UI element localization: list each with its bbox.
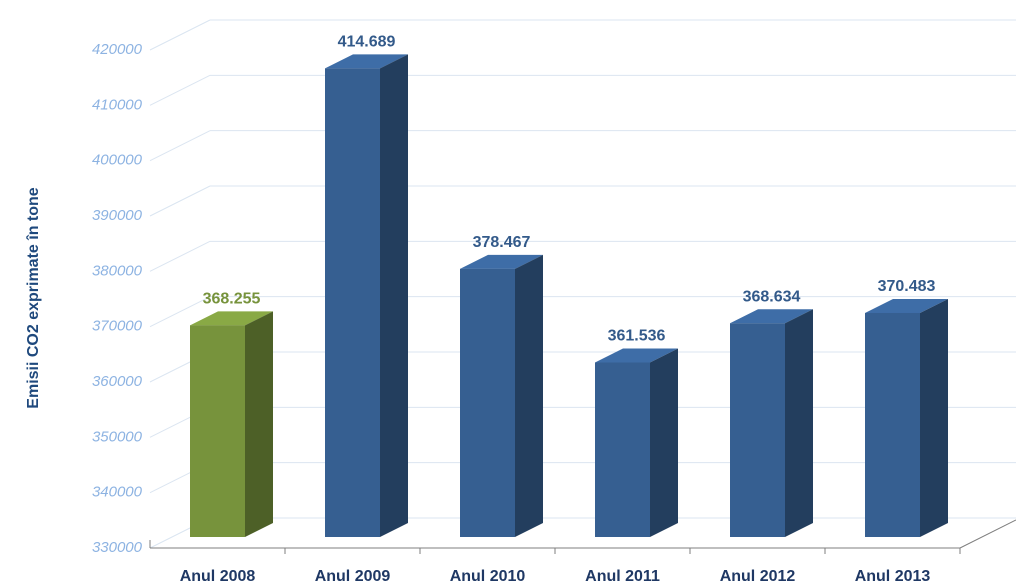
y-tick-label: 370000 <box>92 318 143 335</box>
x-tick-label: Anul 2008 <box>180 568 256 585</box>
y-tick-label: 400000 <box>92 152 143 169</box>
bar <box>865 312 920 537</box>
y-tick-label: 360000 <box>92 373 143 390</box>
bar-side <box>245 311 273 537</box>
bar <box>325 68 380 537</box>
bar-side <box>785 309 813 537</box>
grid-line <box>149 19 211 51</box>
x-tick-label: Anul 2009 <box>315 568 391 585</box>
x-tick-label: Anul 2010 <box>450 568 526 585</box>
grid-line <box>149 130 211 162</box>
y-tick-label: 350000 <box>92 428 143 445</box>
y-tick-label: 410000 <box>92 96 143 113</box>
grid-line <box>149 185 211 217</box>
bar <box>730 323 785 537</box>
bar-top <box>595 348 678 363</box>
bar-top <box>460 254 543 269</box>
bar-side <box>515 254 543 538</box>
bar <box>595 362 650 537</box>
bar-top <box>865 298 948 313</box>
bar <box>190 325 245 537</box>
grid-line <box>149 240 211 272</box>
y-tick-label: 420000 <box>92 41 143 58</box>
bar-top <box>190 311 273 326</box>
grid-line <box>149 296 211 328</box>
y-tick-label: 330000 <box>92 539 143 556</box>
bar-side <box>380 54 408 537</box>
grid-line <box>149 74 211 106</box>
x-tick-label: Anul 2011 <box>585 568 660 585</box>
y-tick-label: 390000 <box>92 207 143 224</box>
axis-line <box>959 519 1016 549</box>
value-label: 368.255 <box>203 291 261 308</box>
value-label: 361.536 <box>608 328 666 345</box>
bar-top <box>325 54 408 69</box>
y-tick-label: 380000 <box>92 262 143 279</box>
value-label: 368.634 <box>743 288 801 305</box>
bar-side <box>650 348 678 537</box>
value-label: 414.689 <box>338 34 396 51</box>
bar-top <box>730 309 813 324</box>
value-label: 378.467 <box>473 234 531 251</box>
bar <box>460 268 515 537</box>
y-axis-title: Emisii CO2 exprimate în tone <box>25 187 42 409</box>
y-tick-label: 340000 <box>92 484 143 501</box>
x-tick-label: Anul 2012 <box>720 568 796 585</box>
value-label: 370.483 <box>878 278 936 295</box>
x-tick-label: Anul 2013 <box>855 568 931 585</box>
bar-side <box>920 298 948 537</box>
